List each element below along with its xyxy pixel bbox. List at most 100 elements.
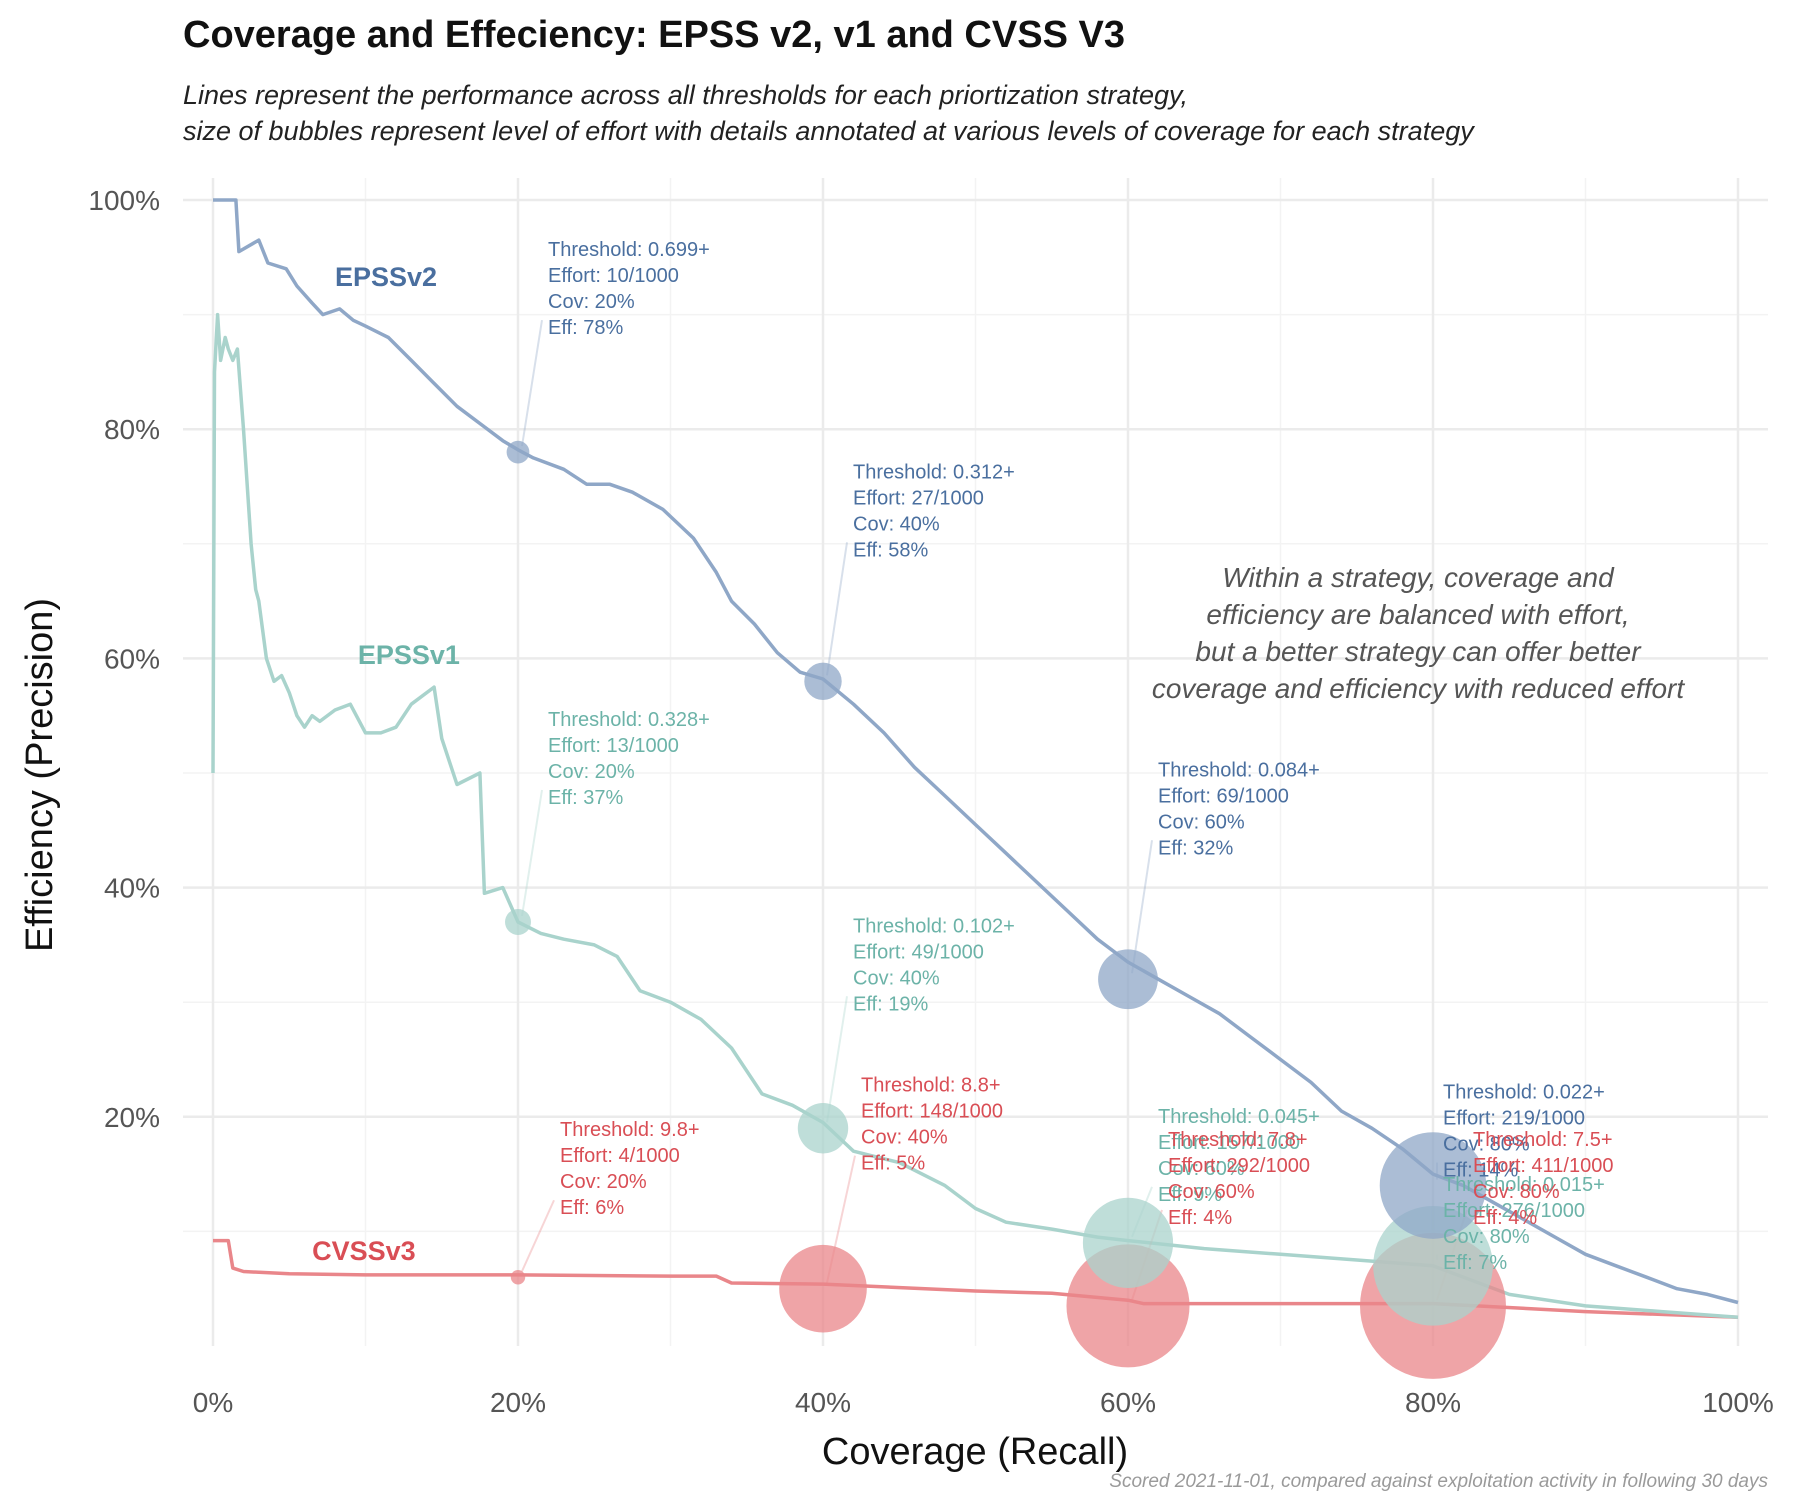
- annotation-line: Cov: 80%: [1443, 1134, 1530, 1156]
- annotation-line: Threshold: 0.102+: [853, 915, 1015, 937]
- note-line: efficiency are balanced with effort,: [1206, 599, 1629, 630]
- threshold-annotation: Threshold: 0.045+ Effort: 157/1000 Cov: 60…: [1158, 1106, 1320, 1206]
- annotation-line: Effort: 148/1000: [861, 1101, 1003, 1123]
- chart-subtitle-line-2: size of bubbles represent level of effor…: [183, 116, 1474, 146]
- annotation-line: Effort: 13/1000: [548, 735, 679, 757]
- threshold-annotations: Threshold: 0.699+ Effort: 10/1000 Cov: 20%…: [548, 239, 1613, 1274]
- annotation-line: Threshold: 7.8+: [1168, 1129, 1308, 1151]
- annotation-line: Effort: 69/1000: [1158, 785, 1289, 807]
- bubble-epssv2: [506, 440, 530, 464]
- annotation-line: Threshold: 7.5+: [1473, 1129, 1613, 1151]
- annotation-line: Threshold: 0.328+: [548, 709, 710, 731]
- annotation-line: Eff: 32%: [1158, 837, 1233, 859]
- x-tick-label: 20%: [490, 1387, 546, 1418]
- bubble-cvssv3: [510, 1270, 526, 1285]
- annotation-line: Threshold: 0.699+: [548, 239, 710, 261]
- threshold-annotation: Threshold: 9.8+ Effort: 4/1000 Cov: 20% Eff…: [560, 1119, 700, 1219]
- annotation-line: Cov: 20%: [548, 291, 635, 313]
- minor-gridlines: [183, 178, 1768, 1346]
- annotation-line: Cov: 80%: [1473, 1181, 1560, 1203]
- threshold-annotation: Threshold: 0.022+ Effort: 219/1000 Cov: 80…: [1443, 1082, 1605, 1182]
- bubble-epssv2: [1379, 1132, 1487, 1239]
- y-axis-title: Efficiency (Precision): [19, 598, 61, 952]
- annotation-line: Cov: 60%: [1158, 1158, 1245, 1180]
- annotation-line: Eff: 7%: [1443, 1252, 1507, 1274]
- series-label-cvssv3: CVSSv3: [312, 1236, 416, 1266]
- chart-subtitle-line-1: Lines represent the performance across a…: [183, 80, 1188, 110]
- y-tick-label: 20%: [104, 1102, 160, 1133]
- annotation-line: Cov: 40%: [861, 1127, 948, 1149]
- annotation-line: Eff: 5%: [861, 1153, 925, 1175]
- axis-tick-labels: 0% 20% 40% 60% 80% 100% 20% 40% 60% 80% 100%: [88, 185, 1773, 1418]
- annotation-line: Cov: 40%: [853, 967, 940, 989]
- annotation-line: Cov: 40%: [853, 513, 940, 535]
- chart-title: Coverage and Effeciency: EPSS v2, v1 and…: [183, 14, 1125, 56]
- annotation-line: Cov: 80%: [1443, 1226, 1530, 1248]
- annotation-leader: [521, 1199, 555, 1272]
- annotation-line: Effort: 292/1000: [1168, 1155, 1310, 1177]
- x-tick-label: 60%: [1100, 1387, 1156, 1418]
- annotation-line: Cov: 60%: [1168, 1181, 1255, 1203]
- threshold-annotation: Threshold: 7.8+ Effort: 292/1000 Cov: 60% E…: [1168, 1129, 1310, 1229]
- annotation-line: Effort: 219/1000: [1443, 1108, 1585, 1130]
- threshold-annotation: Threshold: 8.8+ Effort: 148/1000 Cov: 40% E…: [861, 1075, 1003, 1175]
- bubble-epssv1: [505, 909, 531, 935]
- annotation-leader: [521, 789, 543, 917]
- bubble-epssv1: [797, 1103, 849, 1154]
- annotation-line: Eff: 78%: [548, 317, 623, 339]
- annotation-line: Threshold: 8.8+: [861, 1075, 1001, 1097]
- annotation-line: Eff: 9%: [1158, 1184, 1222, 1206]
- x-tick-label: 40%: [795, 1387, 851, 1418]
- threshold-annotation: Threshold: 0.312+ Effort: 27/1000 Cov: 40%…: [853, 461, 1015, 561]
- x-tick-label: 0%: [193, 1387, 233, 1418]
- effort-bubbles: [505, 440, 1506, 1379]
- series-labels: EPSSv2 EPSSv1 CVSSv3: [312, 262, 460, 1266]
- annotation-leader: [826, 542, 848, 676]
- annotation-line: Effort: 157/1000: [1158, 1132, 1300, 1154]
- annotation-line: Threshold: 9.8+: [560, 1119, 700, 1141]
- x-tick-label: 100%: [1702, 1387, 1774, 1418]
- bubble-cvssv3: [779, 1244, 867, 1333]
- annotation-line: Eff: 19%: [853, 993, 928, 1015]
- chart-caption: Scored 2021-11-01, compared against expl…: [1109, 1471, 1768, 1492]
- annotation-line: Effort: 4/1000: [560, 1145, 680, 1167]
- x-tick-label: 80%: [1405, 1387, 1461, 1418]
- annotation-leader: [826, 996, 848, 1123]
- y-tick-label: 100%: [88, 185, 160, 216]
- annotation-line: Effort: 27/1000: [853, 487, 984, 509]
- y-tick-label: 40%: [104, 873, 160, 904]
- series-label-epssv1: EPSSv1: [358, 640, 460, 670]
- series-line-cvssv3: [213, 1238, 1739, 1320]
- series-label-epssv2: EPSSv2: [335, 262, 437, 292]
- annotation-line: Effort: 411/1000: [1473, 1155, 1613, 1177]
- threshold-annotation: Threshold: 0.699+ Effort: 10/1000 Cov: 20%…: [548, 239, 710, 339]
- annotation-line: Threshold: 0.022+: [1443, 1082, 1605, 1104]
- y-tick-label: 80%: [104, 414, 160, 445]
- series-line-epssv1: [211, 312, 1739, 1320]
- threshold-annotation: Threshold: 0.328+ Effort: 13/1000 Cov: 20%…: [548, 709, 710, 809]
- annotation-line: Effort: 276/1000: [1443, 1200, 1585, 1222]
- annotation-line: Threshold: 0.084+: [1158, 759, 1320, 781]
- annotation-line: Eff: 4%: [1473, 1207, 1537, 1229]
- bubble-epssv1: [1373, 1205, 1493, 1326]
- annotation-line: Cov: 20%: [560, 1171, 647, 1193]
- annotation-line: Eff: 58%: [853, 539, 928, 561]
- x-axis-title: Coverage (Recall): [822, 1431, 1128, 1473]
- annotation-line: Effort: 10/1000: [548, 265, 679, 287]
- annotation-line: Threshold: 0.015+: [1443, 1174, 1605, 1196]
- note-line: but a better strategy can offer better: [1195, 636, 1642, 667]
- bubble-epssv1: [1082, 1197, 1174, 1288]
- annotation-line: Cov: 20%: [548, 761, 635, 783]
- threshold-annotation: Threshold: 0.015+ Effort: 276/1000 Cov: 80…: [1443, 1174, 1605, 1274]
- bubble-epssv2: [804, 662, 842, 701]
- y-tick-label: 60%: [104, 643, 160, 674]
- threshold-annotation: Threshold: 0.102+ Effort: 49/1000 Cov: 40%…: [853, 915, 1015, 1015]
- annotation-line: Eff: 6%: [560, 1197, 624, 1219]
- explanatory-note-text: Within a strategy, coverage and efficienc…: [1152, 562, 1686, 704]
- annotation-line: Eff: 14%: [1443, 1160, 1518, 1182]
- threshold-annotation: Threshold: 7.5+ Effort: 411/1000 Cov: 80% E…: [1473, 1129, 1613, 1229]
- annotation-line: Eff: 4%: [1168, 1207, 1232, 1229]
- annotation-line: Cov: 60%: [1158, 811, 1245, 833]
- annotation-line: Threshold: 0.312+: [853, 461, 1015, 483]
